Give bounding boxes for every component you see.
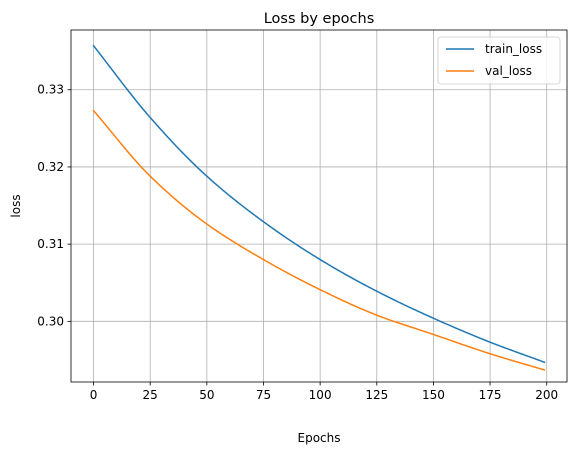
- series-line-val-loss: [92, 109, 546, 371]
- legend-label-train-loss: train_loss: [485, 42, 542, 56]
- series-lines: [92, 44, 546, 371]
- legend: train_loss val_loss: [437, 36, 561, 85]
- x-tick-label: 125: [365, 388, 388, 402]
- x-axis-ticks: 0 25 50 75 100 125 150 175 200: [90, 382, 558, 402]
- y-tick-label: 0.33: [37, 83, 64, 97]
- y-tick-label: 0.30: [37, 314, 64, 328]
- legend-label-val-loss: val_loss: [485, 64, 532, 78]
- grid: [71, 30, 567, 382]
- y-tick-label: 0.32: [37, 160, 64, 174]
- y-axis-label: loss: [9, 194, 23, 217]
- x-tick-label: 50: [199, 388, 214, 402]
- series-line-train-loss: [92, 44, 546, 364]
- y-axis-ticks: 0.30 0.31 0.32 0.33: [37, 83, 71, 328]
- x-tick-label: 100: [309, 388, 332, 402]
- x-tick-label: 0: [90, 388, 98, 402]
- chart-title: Loss by epochs: [264, 11, 375, 27]
- x-tick-label: 200: [535, 388, 558, 402]
- x-tick-label: 150: [422, 388, 445, 402]
- x-tick-label: 25: [143, 388, 158, 402]
- x-axis-label: Epochs: [298, 431, 341, 445]
- x-tick-label: 75: [256, 388, 271, 402]
- y-tick-label: 0.31: [37, 237, 64, 251]
- plot-frame: [70, 29, 568, 383]
- x-tick-label: 175: [479, 388, 502, 402]
